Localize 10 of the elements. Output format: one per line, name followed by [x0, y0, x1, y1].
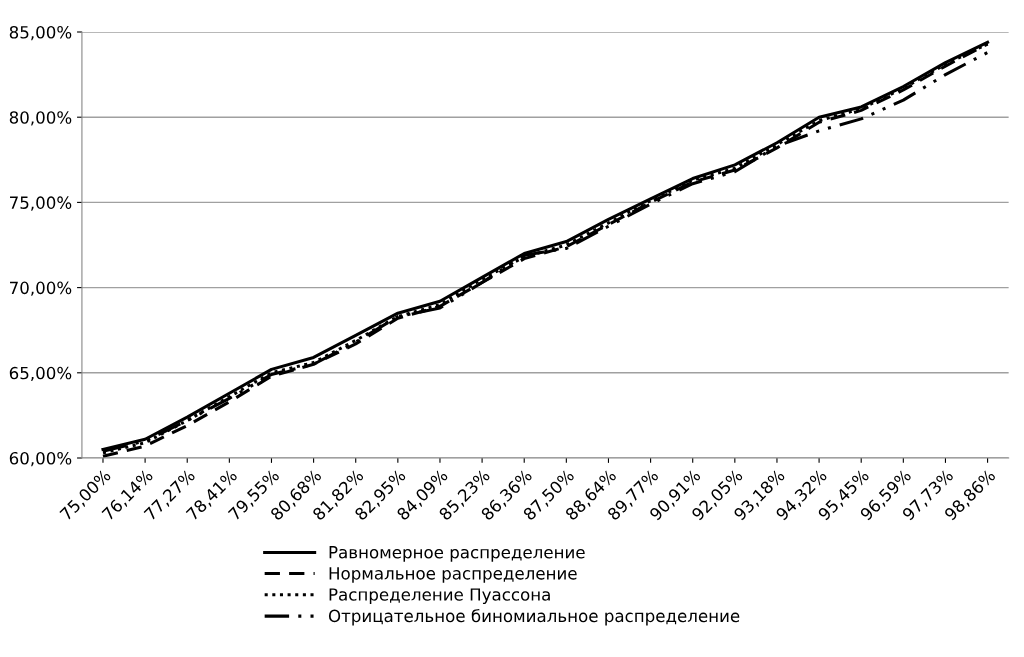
y-tick-label: 75,00% [10, 196, 72, 211]
legend-label: Равномерное распределение [329, 546, 585, 562]
legend-label: Распределение Пуассона [329, 588, 550, 604]
legend-label: Отрицательное биномиальное распределение [328, 609, 740, 626]
y-tick-label: 65,00% [9, 366, 72, 382]
y-tick-label: 70,00% [10, 281, 72, 296]
y-tick-label: 85,00% [9, 25, 72, 41]
y-tick-label: 80,00% [9, 111, 72, 126]
legend-label: Нормальное распределение [329, 567, 577, 583]
y-tick-label: 60,00% [9, 451, 72, 467]
